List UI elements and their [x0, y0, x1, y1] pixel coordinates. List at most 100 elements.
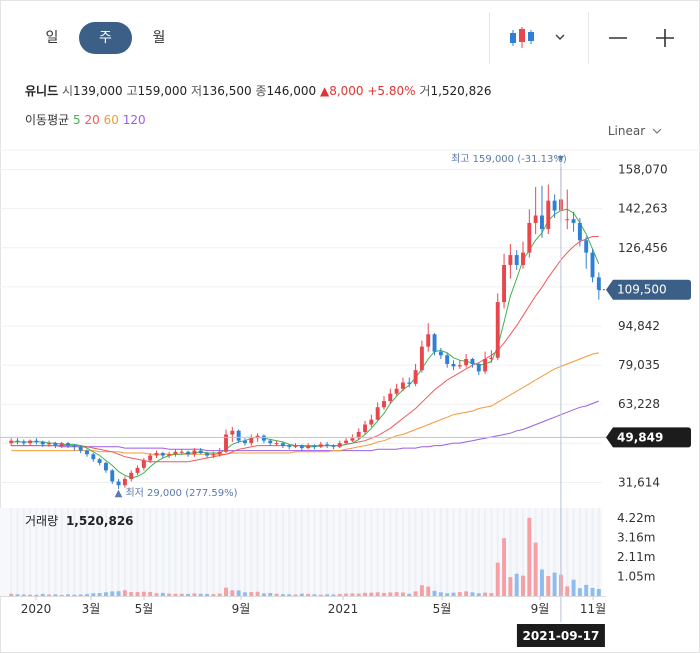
volume-bar: [533, 542, 538, 596]
volume-bar: [122, 590, 127, 596]
volume-stripe: [471, 508, 474, 596]
close-label: 종: [255, 84, 267, 98]
volume-bar: [325, 594, 330, 596]
volume-stripe: [345, 508, 348, 596]
volume-bar: [451, 592, 456, 596]
volume-stripe: [262, 508, 265, 596]
zoom-out-button[interactable]: [607, 27, 629, 49]
candlestick: [78, 445, 83, 454]
high-annotation: 최고 159,000 (-31.13%): [451, 153, 567, 165]
candlestick: [457, 360, 462, 369]
volume-stripe: [572, 508, 575, 596]
volume-bar: [369, 592, 374, 596]
candle-body: [325, 444, 330, 446]
volume-bar: [224, 587, 228, 596]
candlestick: [312, 444, 317, 450]
volume-bar: [514, 573, 519, 596]
volume-bar: [483, 592, 488, 596]
volume-bar: [476, 593, 481, 596]
crosshair-price-tag: 49,849: [606, 427, 691, 448]
volume-stripe: [465, 508, 468, 596]
ma-120-label[interactable]: 120: [122, 113, 146, 127]
time-tick-label: 9월: [232, 602, 251, 616]
volume-bar: [318, 594, 323, 596]
volume-bar: [299, 593, 304, 596]
volume-bar: [66, 594, 70, 596]
high-value: 159,000: [137, 84, 188, 98]
time-tick-label: 3월: [82, 602, 101, 616]
candlestick: [211, 451, 216, 458]
candlestick: [179, 449, 184, 455]
volume-bar: [350, 593, 355, 596]
candle-body: [249, 438, 254, 444]
volume-bar: [407, 593, 412, 596]
candle-body: [85, 450, 89, 455]
volume-bar: [432, 590, 437, 596]
candlestick: [470, 357, 475, 368]
volume-stripe: [382, 508, 385, 596]
volume-stripe: [458, 508, 461, 596]
volume-stripe: [484, 508, 487, 596]
volume-bar: [577, 588, 582, 596]
volume-stripe: [187, 508, 190, 596]
volume-stripe: [41, 508, 44, 596]
chart-type-selector[interactable]: [505, 24, 575, 52]
volume-title: 거래량 1,520,826: [25, 514, 134, 528]
price-tick-label: 63,228: [618, 397, 660, 411]
volume-stripe: [326, 508, 329, 596]
candlestick: [306, 443, 311, 450]
price-tick-label: 126,456: [618, 241, 668, 255]
candlestick: [15, 438, 20, 445]
scale-selector[interactable]: Linear: [608, 124, 662, 138]
candlestick: [363, 420, 367, 435]
volume-stripe: [522, 508, 525, 596]
tab-daily[interactable]: 일: [45, 30, 59, 46]
candlestick: [198, 448, 203, 455]
tab-monthly[interactable]: 월: [152, 30, 166, 46]
scale-label: Linear: [607, 124, 646, 138]
candle-body: [571, 219, 576, 223]
candle-body: [331, 445, 336, 447]
candle-body: [382, 401, 386, 408]
volume-stripe: [117, 508, 120, 596]
candlestick: [382, 396, 386, 410]
time-tick-label: 9월: [531, 602, 550, 616]
volume-stripe: [496, 508, 499, 596]
candlestick: [596, 272, 601, 300]
tab-weekly[interactable]: 주: [79, 22, 132, 54]
candlestick: [388, 388, 393, 404]
volume-bar: [356, 593, 361, 596]
candlestick: [97, 457, 102, 466]
zoom-in-button[interactable]: [654, 27, 676, 49]
volume-stripe: [85, 508, 88, 596]
plus-icon: [656, 29, 674, 47]
candle-body: [540, 215, 544, 230]
candlestick: [72, 444, 77, 451]
time-tick-label: 11월: [580, 602, 606, 616]
volume-stripe: [357, 508, 360, 596]
candle-body: [527, 222, 532, 253]
volume-stripe: [29, 508, 32, 596]
candle-body: [110, 470, 115, 482]
volume-bar: [129, 592, 134, 596]
ma-5-label[interactable]: 5: [73, 113, 81, 127]
volume-stripe: [73, 508, 76, 596]
volume-stripe: [540, 508, 543, 596]
high-label: 고: [126, 84, 138, 98]
candle-body: [590, 252, 595, 278]
volume-bar: [116, 591, 121, 596]
volume-stripe: [364, 508, 367, 596]
ma-60-label[interactable]: 60: [103, 113, 119, 127]
candle-body: [413, 370, 418, 384]
volume-bar: [337, 593, 342, 596]
volume-bar: [438, 592, 443, 596]
candle-body: [363, 424, 367, 433]
candlestick: [34, 438, 39, 445]
volume-bar: [394, 592, 399, 596]
volume-stripe: [439, 508, 442, 596]
ma-20-label[interactable]: 20: [84, 113, 100, 127]
volume-bar: [148, 591, 153, 596]
volume-stripe: [307, 508, 310, 596]
volume-stripe: [401, 508, 404, 596]
